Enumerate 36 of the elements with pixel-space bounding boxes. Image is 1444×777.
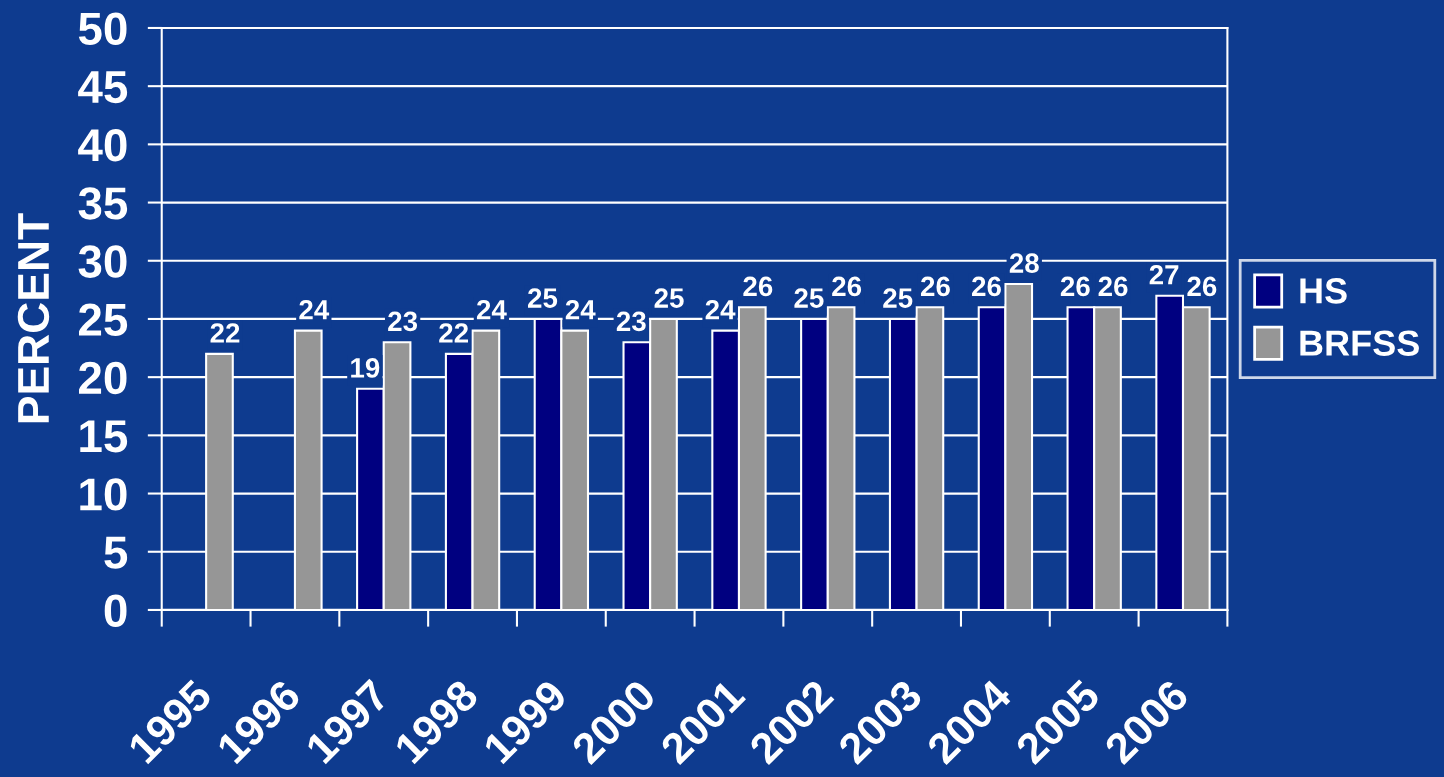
data-label: 22 [439, 323, 469, 343]
data-label: 26 [1060, 276, 1090, 297]
data-label: 25 [654, 288, 684, 308]
data-label: 25 [527, 288, 558, 308]
y-tick-label: 0 [104, 594, 127, 627]
data-label: 24 [565, 299, 596, 320]
y-tick-label: 35 [78, 187, 128, 220]
y-tick-label: 15 [80, 420, 128, 453]
legend-label: BRFSS [1300, 330, 1419, 356]
y-tick-label: 30 [78, 245, 127, 278]
y-axis-title: PERCENT [17, 213, 50, 423]
data-label: 28 [1009, 253, 1039, 273]
data-label: 23 [616, 311, 646, 332]
y-tick-label: 10 [80, 478, 127, 511]
data-label: 26 [972, 276, 1001, 297]
data-label: 27 [1149, 264, 1179, 285]
data-label: 26 [743, 276, 773, 297]
data-label: 24 [476, 299, 507, 320]
data-label: 25 [883, 288, 913, 308]
legend-label: HS [1300, 278, 1347, 304]
y-tick-label: 5 [104, 536, 128, 569]
y-tick-label: 50 [78, 12, 127, 46]
data-label: 25 [794, 288, 824, 308]
y-tick-label: 25 [79, 303, 128, 337]
data-label: 24 [705, 299, 736, 320]
y-tick-label: 40 [78, 128, 127, 162]
data-label: 26 [1187, 276, 1217, 297]
data-label: 22 [210, 323, 240, 343]
data-label: 23 [388, 311, 418, 332]
data-label: 24 [299, 299, 330, 320]
y-tick-label: 20 [79, 361, 127, 395]
data-label: 26 [1098, 276, 1128, 297]
data-label: 26 [832, 276, 862, 297]
data-label: 19 [351, 358, 380, 378]
data-label: 26 [920, 276, 950, 297]
y-tick-label: 45 [78, 71, 128, 104]
